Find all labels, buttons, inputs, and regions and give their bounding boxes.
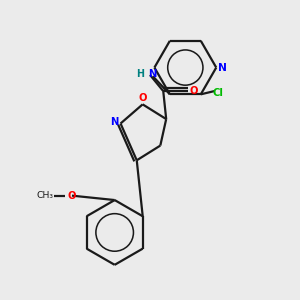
- Text: N: N: [110, 117, 118, 127]
- Text: O: O: [139, 94, 148, 103]
- Text: O: O: [189, 86, 198, 96]
- Text: CH₃: CH₃: [37, 191, 54, 200]
- Text: Cl: Cl: [212, 88, 223, 98]
- Text: H: H: [136, 69, 145, 79]
- Text: N: N: [218, 63, 227, 73]
- Text: N: N: [148, 69, 156, 79]
- Text: O: O: [68, 190, 76, 201]
